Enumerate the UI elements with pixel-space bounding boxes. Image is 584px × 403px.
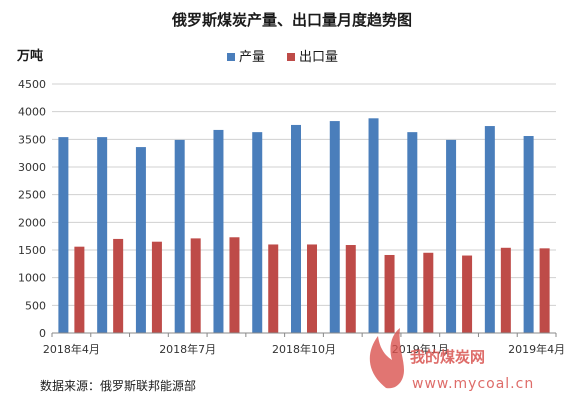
bar-production <box>135 147 146 333</box>
bar-export <box>190 238 201 333</box>
y-tick-label: 3500 <box>18 133 46 146</box>
watermark-url: www.mycoal.cn <box>412 376 534 392</box>
flame-logo-icon <box>369 328 404 389</box>
bar-export <box>113 238 124 333</box>
bar-export <box>423 252 434 333</box>
bar-production <box>291 124 301 334</box>
y-tick-label: 3000 <box>18 161 46 174</box>
y-tick-label: 500 <box>25 299 46 312</box>
bar-production <box>368 118 379 333</box>
bar-production <box>252 132 263 333</box>
x-tick-label: 2019年1月 <box>392 342 449 356</box>
bar-production <box>58 137 69 333</box>
y-tick-label: 1000 <box>18 272 46 285</box>
x-tick-label: 2019年4月 <box>508 342 565 356</box>
bar-export <box>384 254 395 333</box>
bar-export <box>462 255 473 333</box>
x-tick-label: 2018年4月 <box>43 342 100 356</box>
bar-production <box>446 139 457 333</box>
bar-export <box>500 247 511 333</box>
bar-production <box>174 139 185 333</box>
y-axis-ticks: 0 500 1000 1500 2000 2500 3000 3500 4000 4500 <box>18 78 46 340</box>
bar-export <box>229 237 240 333</box>
bar-production <box>97 137 108 333</box>
bar-export <box>345 245 356 333</box>
legend-label-export: 出口量 <box>299 50 338 65</box>
y-tick-label: 4000 <box>18 106 46 119</box>
bar-export <box>151 241 162 333</box>
legend-swatch-production <box>227 53 235 61</box>
y-axis-unit: 万吨 <box>16 48 43 64</box>
y-tick-label: 1500 <box>18 244 46 257</box>
chart-title: 俄罗斯煤炭产量、出口量月度趋势图 <box>171 11 412 29</box>
bar-production <box>407 132 418 333</box>
data-source: 数据来源：俄罗斯联邦能源部 <box>40 378 196 393</box>
watermark: 我的煤炭网 www.mycoal.cn <box>369 328 534 392</box>
bar-export <box>268 244 279 333</box>
bar-production <box>523 136 534 333</box>
bar-production <box>213 129 224 333</box>
legend-label-production: 产量 <box>239 50 265 65</box>
gridlines <box>52 83 556 334</box>
x-tick-label: 2018年10月 <box>272 342 336 356</box>
y-tick-label: 2000 <box>18 216 46 229</box>
x-axis <box>51 332 557 337</box>
bar-production <box>329 121 340 333</box>
bar-export <box>539 248 550 333</box>
legend-swatch-export <box>287 53 295 61</box>
bar-export <box>74 246 85 333</box>
x-axis-ticks: 2018年4月 2018年7月 2018年10月 2019年1月 2019年4月 <box>43 342 565 356</box>
y-tick-label: 4500 <box>18 78 46 91</box>
bars <box>58 118 550 334</box>
y-tick-label: 2500 <box>18 189 46 202</box>
bar-export <box>307 244 317 333</box>
legend: 产量 出口量 <box>227 50 338 65</box>
y-tick-label: 0 <box>39 327 46 340</box>
x-tick-label: 2018年7月 <box>159 342 216 356</box>
watermark-text: 我的煤炭网 <box>410 348 485 366</box>
bar-production <box>484 126 495 333</box>
